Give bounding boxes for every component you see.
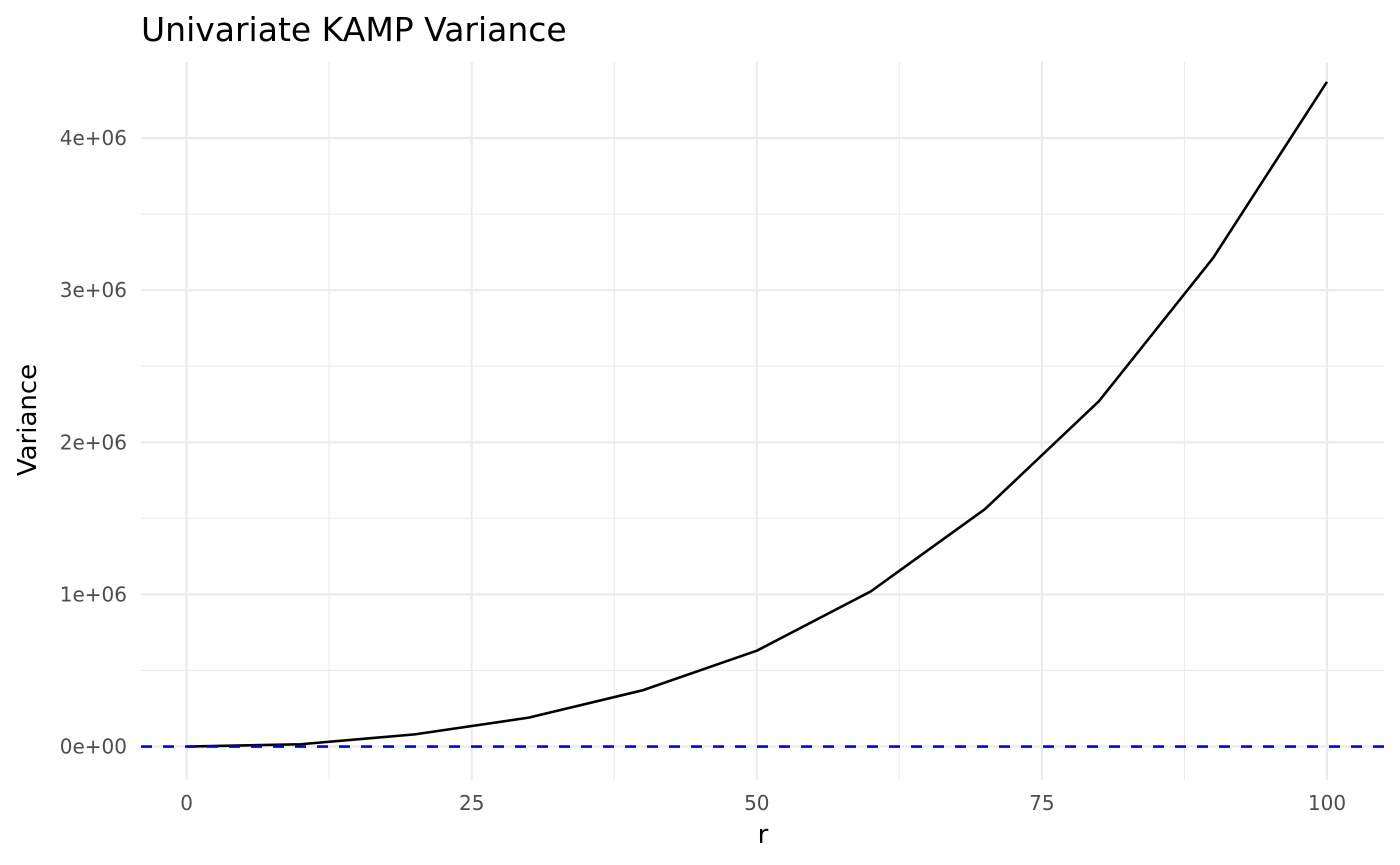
- minor-gridlines: [141, 62, 1384, 780]
- y-tick-label: 3e+06: [60, 278, 127, 302]
- x-axis-tick-labels: 0 25 50 75 100: [180, 791, 1346, 815]
- chart-title: Univariate KAMP Variance: [141, 10, 567, 49]
- x-tick-label: 50: [744, 791, 769, 815]
- x-tick-label: 100: [1308, 791, 1346, 815]
- series-layer: [141, 81, 1384, 748]
- x-axis-title: r: [758, 820, 769, 850]
- x-tick-label: 75: [1029, 791, 1054, 815]
- x-tick-label: 25: [459, 791, 484, 815]
- y-tick-label: 1e+06: [60, 582, 127, 606]
- y-axis-title: Variance: [13, 364, 43, 476]
- y-tick-label: 0e+00: [60, 735, 127, 759]
- y-tick-label: 2e+06: [60, 430, 127, 454]
- y-axis-tick-labels: 0e+00 1e+06 2e+06 3e+06 4e+06: [60, 126, 127, 758]
- x-tick-label: 0: [180, 791, 193, 815]
- y-tick-label: 4e+06: [60, 126, 127, 150]
- variance-line: [186, 81, 1329, 748]
